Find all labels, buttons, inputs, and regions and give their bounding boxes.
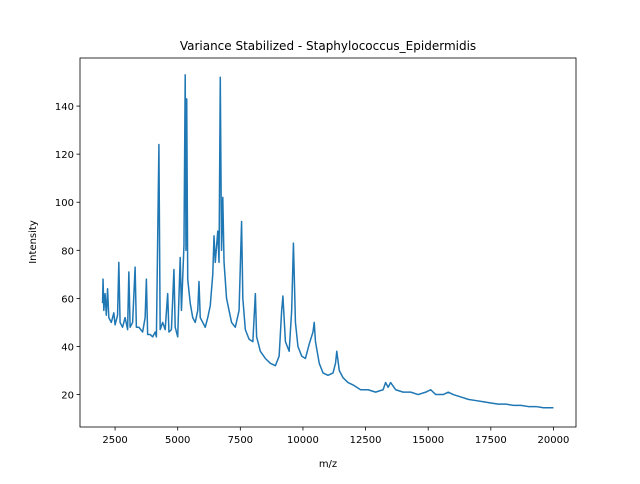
y-axis-label: Intensity: [28, 220, 39, 264]
x-tick-label: 15000: [412, 435, 444, 446]
x-tick-label: 7500: [228, 435, 253, 446]
x-tick-label: 5000: [165, 435, 190, 446]
x-tick-label: 20000: [538, 435, 570, 446]
line: [101, 74, 554, 409]
y-tick-label: 120: [55, 150, 74, 161]
y-tick-label: 80: [61, 246, 74, 257]
y-tick-label: 20: [61, 391, 74, 402]
x-tick-label: 12500: [350, 435, 382, 446]
plot-frame: [79, 57, 577, 428]
y-tick-label: 140: [55, 102, 74, 113]
y-tick-label: 40: [61, 342, 74, 353]
chart-title: Variance Stabilized - Staphylococcus_Epi…: [180, 39, 476, 53]
x-axis-label: m/z: [319, 459, 337, 470]
x-tick-label: 17500: [475, 435, 507, 446]
y-tick-label: 60: [61, 294, 74, 305]
y-tick-label: 100: [55, 198, 74, 209]
x-tick-label: 10000: [287, 435, 319, 446]
x-tick-label: 2500: [102, 435, 127, 446]
